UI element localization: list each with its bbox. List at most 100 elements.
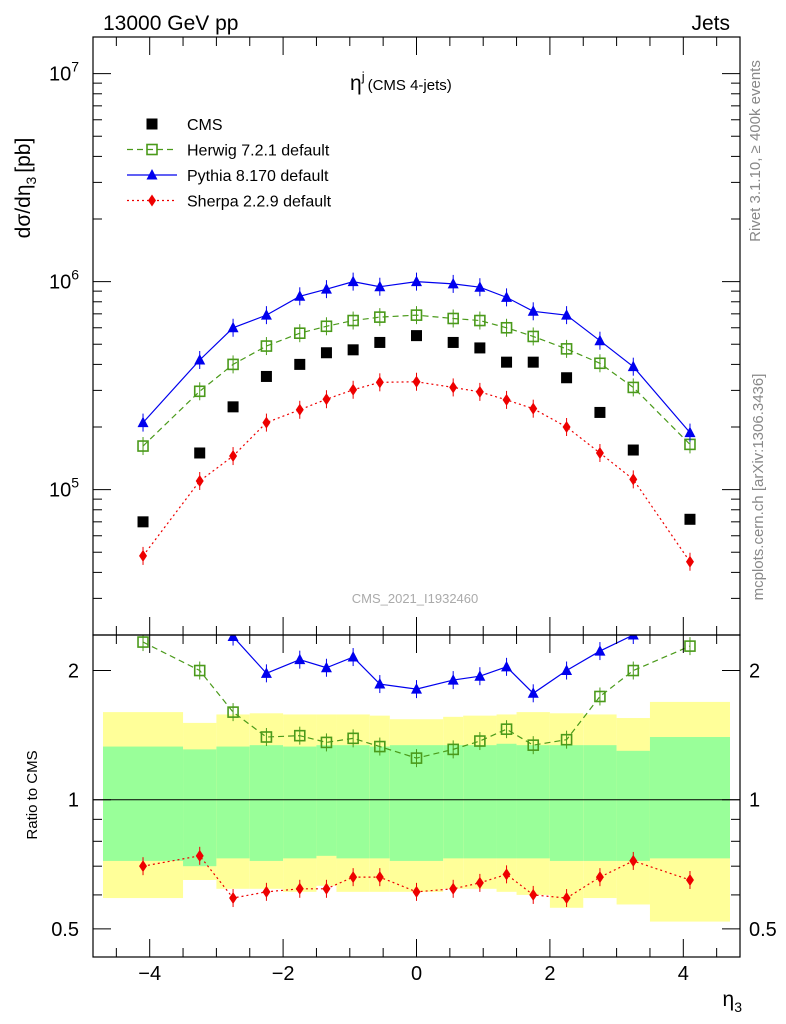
main-y-tick-label-base: 10 bbox=[49, 64, 71, 86]
main-point-cms bbox=[447, 336, 459, 348]
ratio-point-pythia-8-170-default bbox=[627, 635, 639, 640]
main-point-cms bbox=[527, 356, 539, 368]
mcplots-label: mcplots.cern.ch [arXiv:1306.3436] bbox=[750, 374, 767, 601]
ratio-point-pythia-8-170-default bbox=[501, 660, 513, 672]
ratio-point-pythia-8-170-default bbox=[347, 651, 359, 662]
main-point-pythia-8-170-default bbox=[561, 309, 573, 320]
ratio-point-sherpa-2-2-9-default bbox=[449, 882, 458, 895]
main-point-herwig-7-2-1-default bbox=[374, 311, 386, 323]
main-point-sherpa-2-2-9-default bbox=[195, 475, 204, 488]
ratio-y-tick-label-right: 2 bbox=[749, 661, 760, 683]
ratio-band-inner bbox=[616, 750, 650, 861]
main-series-sherpa-2-2-9-default bbox=[139, 372, 694, 571]
ratio-point-sherpa-2-2-9-default bbox=[685, 873, 694, 886]
ratio-point-sherpa-2-2-9-default bbox=[475, 876, 484, 889]
x-tick-label: −4 bbox=[138, 963, 161, 985]
ratio-panel-series bbox=[137, 635, 696, 908]
ratio-point-sherpa-2-2-9-default bbox=[562, 892, 571, 905]
ratio-point-pythia-8-170-default bbox=[260, 667, 272, 678]
main-point-sherpa-2-2-9-default bbox=[562, 421, 571, 434]
main-point-pythia-8-170-default bbox=[447, 277, 459, 289]
ratio-point-pythia-8-170-default bbox=[527, 687, 539, 698]
main-point-sherpa-2-2-9-default bbox=[295, 403, 304, 416]
ratio-point-herwig-7-2-1-default bbox=[137, 636, 149, 648]
main-point-sherpa-2-2-9-default bbox=[629, 473, 638, 486]
ratio-band-inner bbox=[649, 736, 730, 859]
ratio-band-inner bbox=[496, 743, 517, 859]
ratio-point-pythia-8-170-default bbox=[320, 661, 332, 673]
ratio-band-inner bbox=[369, 746, 390, 859]
main-point-pythia-8-170-default bbox=[594, 334, 606, 346]
legend-marker-herwig-7-2-1-default bbox=[146, 143, 158, 156]
ratio-point-herwig-7-2-1-default bbox=[227, 706, 239, 718]
y-axis-title-unit: [pb] bbox=[12, 138, 35, 173]
main-point-pythia-8-170-default bbox=[627, 360, 639, 372]
main-point-cms bbox=[260, 370, 272, 382]
main-point-cms bbox=[684, 513, 696, 525]
ratio-point-pythia-8-170-default bbox=[474, 670, 486, 681]
ratio-point-pythia-8-170-default bbox=[227, 635, 239, 642]
svg-text:dσ/dη3[pb]: dσ/dη3 [pb] bbox=[12, 138, 39, 239]
main-point-cms bbox=[294, 358, 306, 370]
main-point-cms bbox=[194, 447, 206, 459]
ratio-axis-title: Ratio to CMS bbox=[24, 750, 41, 839]
main-point-sherpa-2-2-9-default bbox=[375, 376, 384, 389]
main-point-pythia-8-170-default bbox=[260, 309, 272, 320]
x-tick-label: 4 bbox=[678, 963, 689, 985]
main-point-cms bbox=[320, 347, 332, 359]
main-point-herwig-7-2-1-default bbox=[260, 340, 273, 352]
x-tick-label: 2 bbox=[544, 963, 555, 985]
ratio-point-herwig-7-2-1-default bbox=[374, 740, 386, 753]
legend-marker-cms bbox=[146, 118, 158, 130]
x-tick-label: 0 bbox=[411, 963, 422, 985]
ratio-point-sherpa-2-2-9-default bbox=[229, 892, 238, 905]
ratio-point-herwig-7-2-1-default bbox=[293, 729, 306, 742]
ratio-point-herwig-7-2-1-default bbox=[410, 752, 423, 764]
y-axis-title-main: dσ/dη bbox=[12, 184, 35, 238]
ratio-point-sherpa-2-2-9-default bbox=[529, 888, 538, 901]
main-point-herwig-7-2-1-default bbox=[447, 312, 459, 325]
main-point-herwig-7-2-1-default bbox=[320, 320, 333, 333]
legend-marker-sherpa-2-2-9-default bbox=[148, 194, 156, 207]
ratio-point-pythia-8-170-default bbox=[561, 664, 573, 676]
main-point-herwig-7-2-1-default bbox=[594, 357, 606, 370]
main-point-pythia-8-170-default bbox=[501, 291, 513, 302]
ratio-point-pythia-8-170-default bbox=[294, 653, 306, 665]
main-point-cms bbox=[501, 356, 513, 368]
main-y-tick-label-exp: 7 bbox=[71, 59, 79, 75]
y-axis-title-sub: 3 bbox=[23, 176, 39, 184]
main-point-pythia-8-170-default bbox=[474, 281, 486, 292]
ratio-point-sherpa-2-2-9-default bbox=[375, 871, 384, 884]
ratio-point-herwig-7-2-1-default bbox=[260, 731, 273, 743]
ratio-point-pythia-8-170-default bbox=[374, 678, 386, 689]
ratio-point-sherpa-2-2-9-default bbox=[595, 871, 604, 884]
ratio-point-pythia-8-170-default bbox=[594, 645, 606, 656]
x-axis-title: η3 bbox=[723, 988, 743, 1015]
ratio-y-tick-label-right: 0.5 bbox=[749, 919, 777, 941]
ratio-y-tick-label: 2 bbox=[68, 661, 79, 683]
main-series-herwig-7-2-1-default bbox=[137, 306, 696, 456]
ratio-point-pythia-8-170-default bbox=[447, 674, 459, 685]
rivet-label: Rivet 3.1.10, ≥ 400k events bbox=[747, 60, 764, 242]
main-point-pythia-8-170-default bbox=[227, 321, 239, 333]
main-point-sherpa-2-2-9-default bbox=[529, 402, 538, 415]
main-point-cms bbox=[374, 336, 386, 348]
main-point-herwig-7-2-1-default bbox=[347, 314, 359, 327]
ratio-band-inner bbox=[463, 745, 497, 859]
ratio-point-sherpa-2-2-9-default bbox=[412, 885, 421, 898]
legend-label-cms: CMS bbox=[187, 117, 223, 134]
ratio-point-herwig-7-2-1-default bbox=[594, 690, 606, 703]
ratio-point-herwig-7-2-1-default bbox=[560, 733, 573, 746]
ratio-band-inner bbox=[183, 749, 217, 867]
legend-label-sherpa-2-2-9-default: Sherpa 2.2.9 default bbox=[187, 194, 332, 211]
ratio-point-sherpa-2-2-9-default bbox=[349, 871, 358, 884]
main-point-herwig-7-2-1-default bbox=[527, 330, 540, 343]
main-point-cms bbox=[137, 516, 149, 528]
main-point-pythia-8-170-default bbox=[374, 280, 386, 292]
main-panel-series bbox=[137, 272, 696, 571]
ratio-point-sherpa-2-2-9-default bbox=[322, 882, 331, 895]
main-point-pythia-8-170-default bbox=[527, 305, 539, 316]
main-y-tick-label-base: 10 bbox=[49, 480, 71, 502]
